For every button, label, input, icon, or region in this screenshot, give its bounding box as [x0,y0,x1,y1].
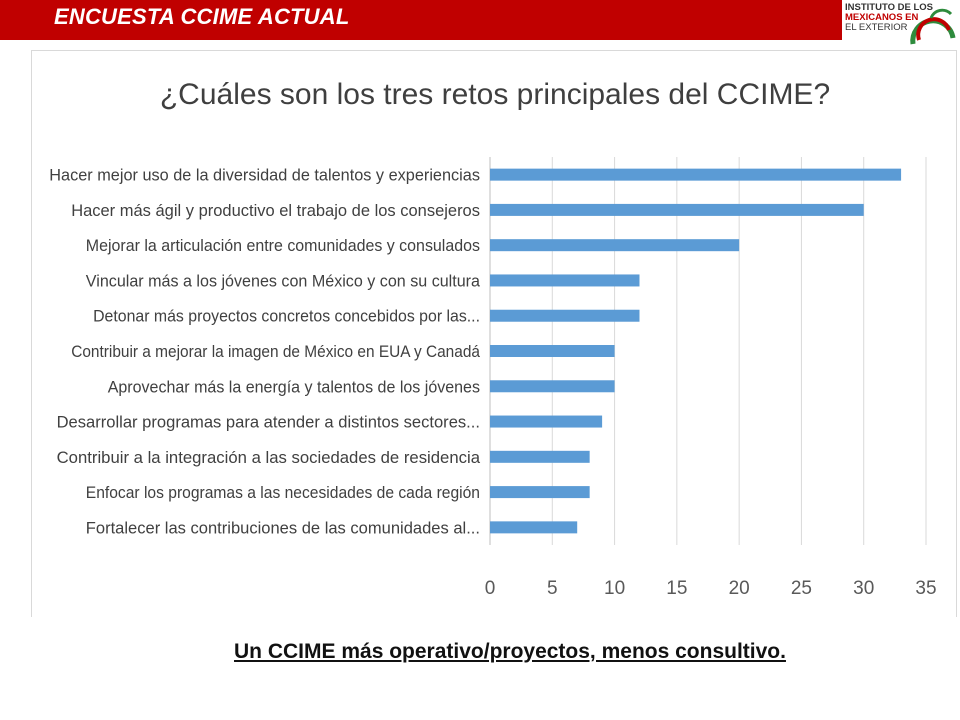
logo-line2: MEXICANOS EN [845,12,919,23]
x-tick-label: 30 [853,578,874,599]
x-tick-label: 0 [485,578,496,599]
category-label: Contribuir a mejorar la imagen de México… [71,343,481,361]
category-label: Vincular más a los jóvenes con México y … [86,272,481,290]
category-label: Hacer mejor uso de la diversidad de tale… [49,167,480,185]
category-label: Hacer más ágil y productivo el trabajo d… [71,202,480,220]
bar [490,380,615,393]
x-tick-label: 20 [729,578,750,599]
bar [490,203,864,216]
institution-logo: INSTITUTO DE LOS MEXICANOS EN EL EXTERIO… [845,0,957,52]
logo-line1: INSTITUTO DE LOS [845,2,933,13]
category-label: Enfocar los programas a las necesidades … [86,484,480,502]
bar [490,345,615,357]
x-tick-label: 5 [547,578,558,599]
header-bar [0,0,842,40]
category-label: Desarrollar programas para atender a dis… [57,414,480,432]
category-label: Fortalecer las contribuciones de las com… [86,519,480,537]
bar [490,168,902,181]
page-title: ENCUESTA CCIME ACTUAL [54,4,350,29]
x-tick-label: 15 [666,578,687,599]
bar [490,415,603,428]
bar [490,274,640,287]
bar [490,239,740,252]
category-label: Detonar más proyectos concretos concebid… [93,308,480,326]
x-tick-label: 35 [915,578,936,599]
bar [490,450,590,463]
category-label: Mejorar la articulación entre comunidade… [86,237,480,255]
bar [490,486,590,499]
logo-line3: EL EXTERIOR [845,22,908,33]
chart-title: ¿Cuáles son los tres retos principales d… [159,78,831,111]
logo-text: INSTITUTO DE LOS MEXICANOS EN EL EXTERIO… [845,3,933,33]
conclusion-note: Un CCIME más operativo/proyectos, menos … [234,640,786,663]
category-label: Contribuir a la integración a las socied… [57,449,481,467]
bar [490,309,640,322]
category-label: Aprovechar más la energía y talentos de … [108,378,480,396]
bar [490,521,578,534]
logo-emblem-icon [910,8,956,45]
x-tick-label: 10 [604,578,625,599]
x-tick-label: 25 [791,578,812,599]
